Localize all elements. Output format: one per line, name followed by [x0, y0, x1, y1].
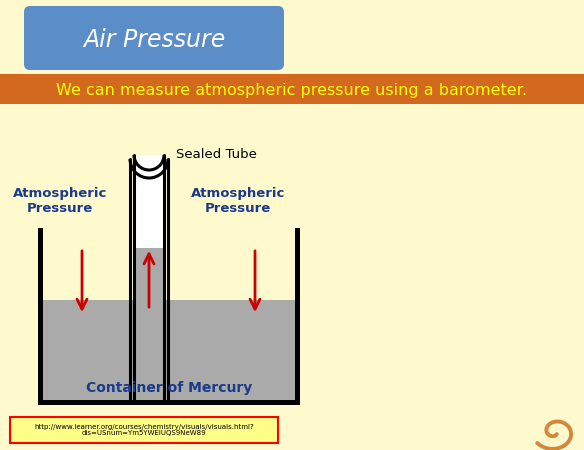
Text: Sealed Tube: Sealed Tube [176, 148, 257, 162]
Bar [43, 300, 295, 400]
Bar [0, 74, 584, 104]
Bar [134, 248, 164, 400]
Bar [295, 228, 300, 405]
Text: Container of Mercury: Container of Mercury [86, 381, 252, 395]
Text: We can measure atmospheric pressure using a barometer.: We can measure atmospheric pressure usin… [57, 82, 527, 98]
Bar [38, 400, 300, 405]
Text: http://www.learner.org/courses/chemistry/visuals/visuals.html?
dis=USnum=Ym5YWEI: http://www.learner.org/courses/chemistry… [34, 423, 254, 436]
Text: Air Pressure: Air Pressure [83, 28, 225, 52]
Bar [134, 155, 164, 248]
Text: Atmospheric
Pressure: Atmospheric Pressure [13, 187, 107, 215]
Text: Atmospheric
Pressure: Atmospheric Pressure [191, 187, 285, 215]
Bar [10, 417, 278, 443]
Bar [38, 228, 43, 405]
FancyBboxPatch shape [24, 6, 284, 70]
